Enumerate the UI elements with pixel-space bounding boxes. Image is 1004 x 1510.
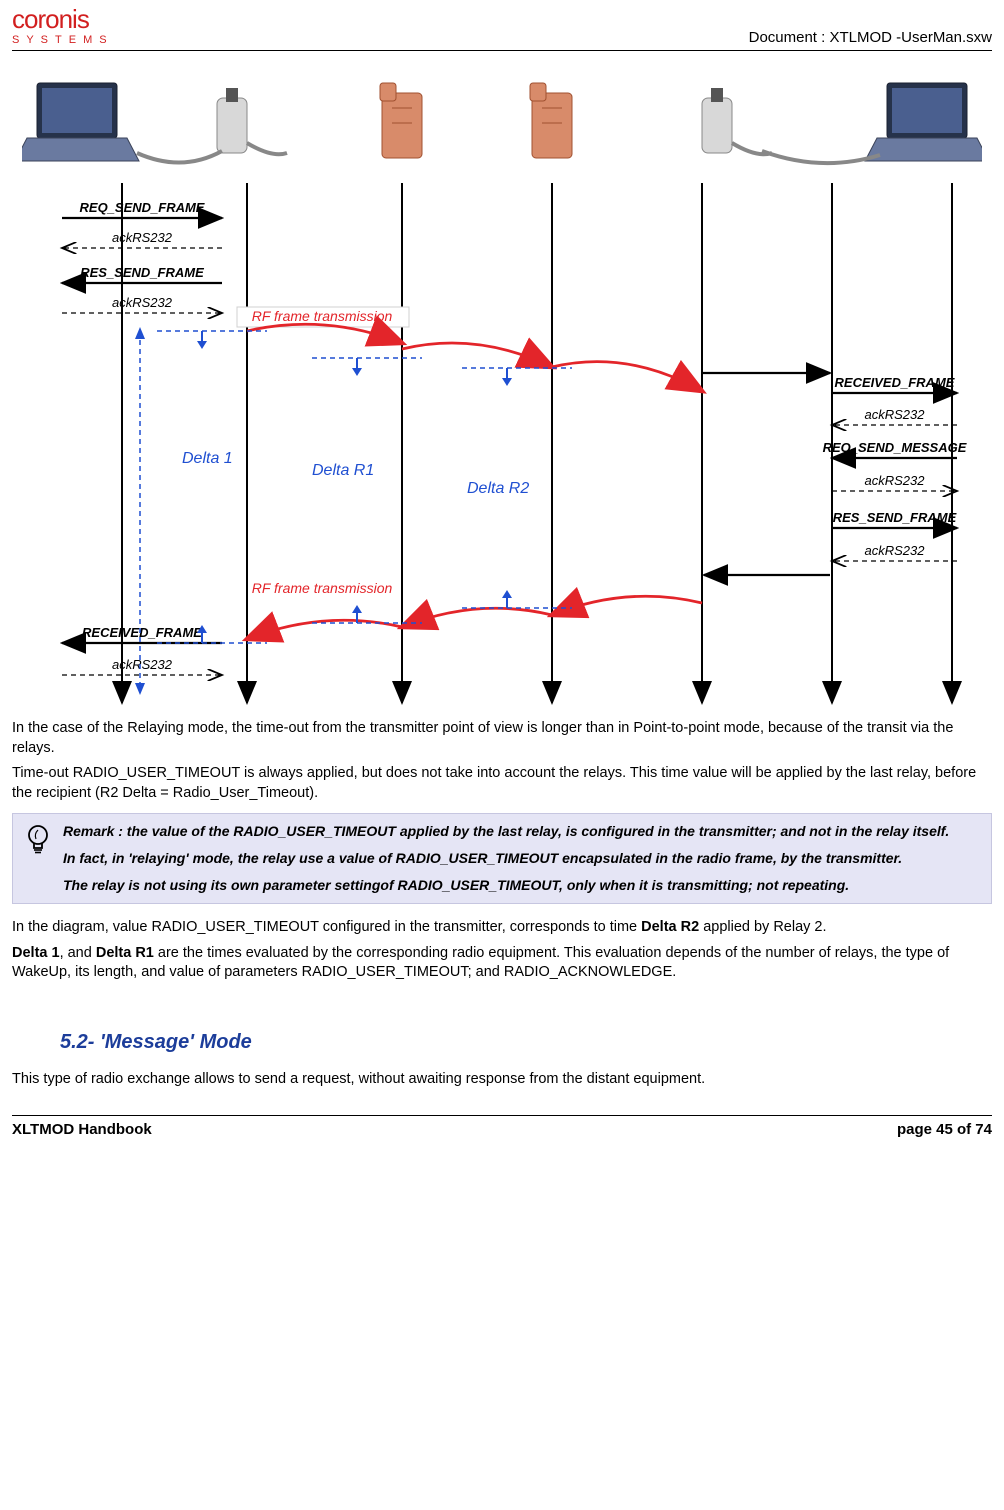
svg-text:ackRS232: ackRS232 <box>112 295 173 310</box>
footer-page: page 45 of 74 <box>897 1120 992 1140</box>
lightbulb-icon <box>25 824 51 856</box>
page-footer: XLTMOD Handbook page 45 of 74 <box>12 1115 992 1140</box>
logo-subtext: SYSTEMS <box>12 33 114 48</box>
logo-text: coronis <box>12 8 114 31</box>
svg-text:RES_SEND_FRAME: RES_SEND_FRAME <box>833 510 957 525</box>
paragraph: In the case of the Relaying mode, the ti… <box>12 719 992 758</box>
footer-title: XLTMOD Handbook <box>12 1120 152 1140</box>
svg-text:REQ_SEND_MESSAGE: REQ_SEND_MESSAGE <box>823 440 967 455</box>
svg-text:Delta 1: Delta 1 <box>182 450 233 467</box>
svg-text:ackRS232: ackRS232 <box>112 230 173 245</box>
svg-text:RF frame transmission: RF frame transmission <box>252 580 393 596</box>
svg-text:ackRS232: ackRS232 <box>112 657 173 672</box>
remark-line: In fact, in 'relaying' mode, the relay u… <box>63 849 979 868</box>
svg-text:ackRS232: ackRS232 <box>865 473 926 488</box>
body-content: In the case of the Relaying mode, the ti… <box>12 719 992 1089</box>
svg-text:ackRS232: ackRS232 <box>865 543 926 558</box>
paragraph: Delta 1, and Delta R1 are the times eval… <box>12 944 992 983</box>
remark-line: Remark : the value of the RADIO_USER_TIM… <box>63 822 979 841</box>
section-heading: 5.2- 'Message' Mode <box>60 1029 992 1056</box>
svg-text:ackRS232: ackRS232 <box>865 407 926 422</box>
svg-text:REQ_SEND_FRAME: REQ_SEND_FRAME <box>80 200 205 215</box>
remark-line: The relay is not using its own parameter… <box>63 876 979 895</box>
svg-text:Delta R1: Delta R1 <box>312 462 374 479</box>
sequence-diagram: REQ_SEND_FRAME ackRS232 RES_SEND_FRAME ackR… <box>22 63 982 713</box>
remark-box: Remark : the value of the RADIO_USER_TIM… <box>12 813 992 904</box>
svg-text:RES_SEND_FRAME: RES_SEND_FRAME <box>80 265 204 280</box>
paragraph: This type of radio exchange allows to se… <box>12 1070 992 1090</box>
page-header: coronis SYSTEMS Document : XTLMOD -UserM… <box>12 8 992 51</box>
paragraph: Time-out RADIO_USER_TIMEOUT is always ap… <box>12 764 992 803</box>
svg-text:RF frame transmission: RF frame transmission <box>252 308 393 324</box>
document-id: Document : XTLMOD -UserMan.sxw <box>749 28 992 48</box>
svg-text:Delta R2: Delta R2 <box>467 480 529 497</box>
svg-text:RECEIVED_FRAME: RECEIVED_FRAME <box>82 625 202 640</box>
logo: coronis SYSTEMS <box>12 8 114 48</box>
svg-text:RECEIVED_FRAME: RECEIVED_FRAME <box>835 375 955 390</box>
paragraph: In the diagram, value RADIO_USER_TIMEOUT… <box>12 918 992 938</box>
